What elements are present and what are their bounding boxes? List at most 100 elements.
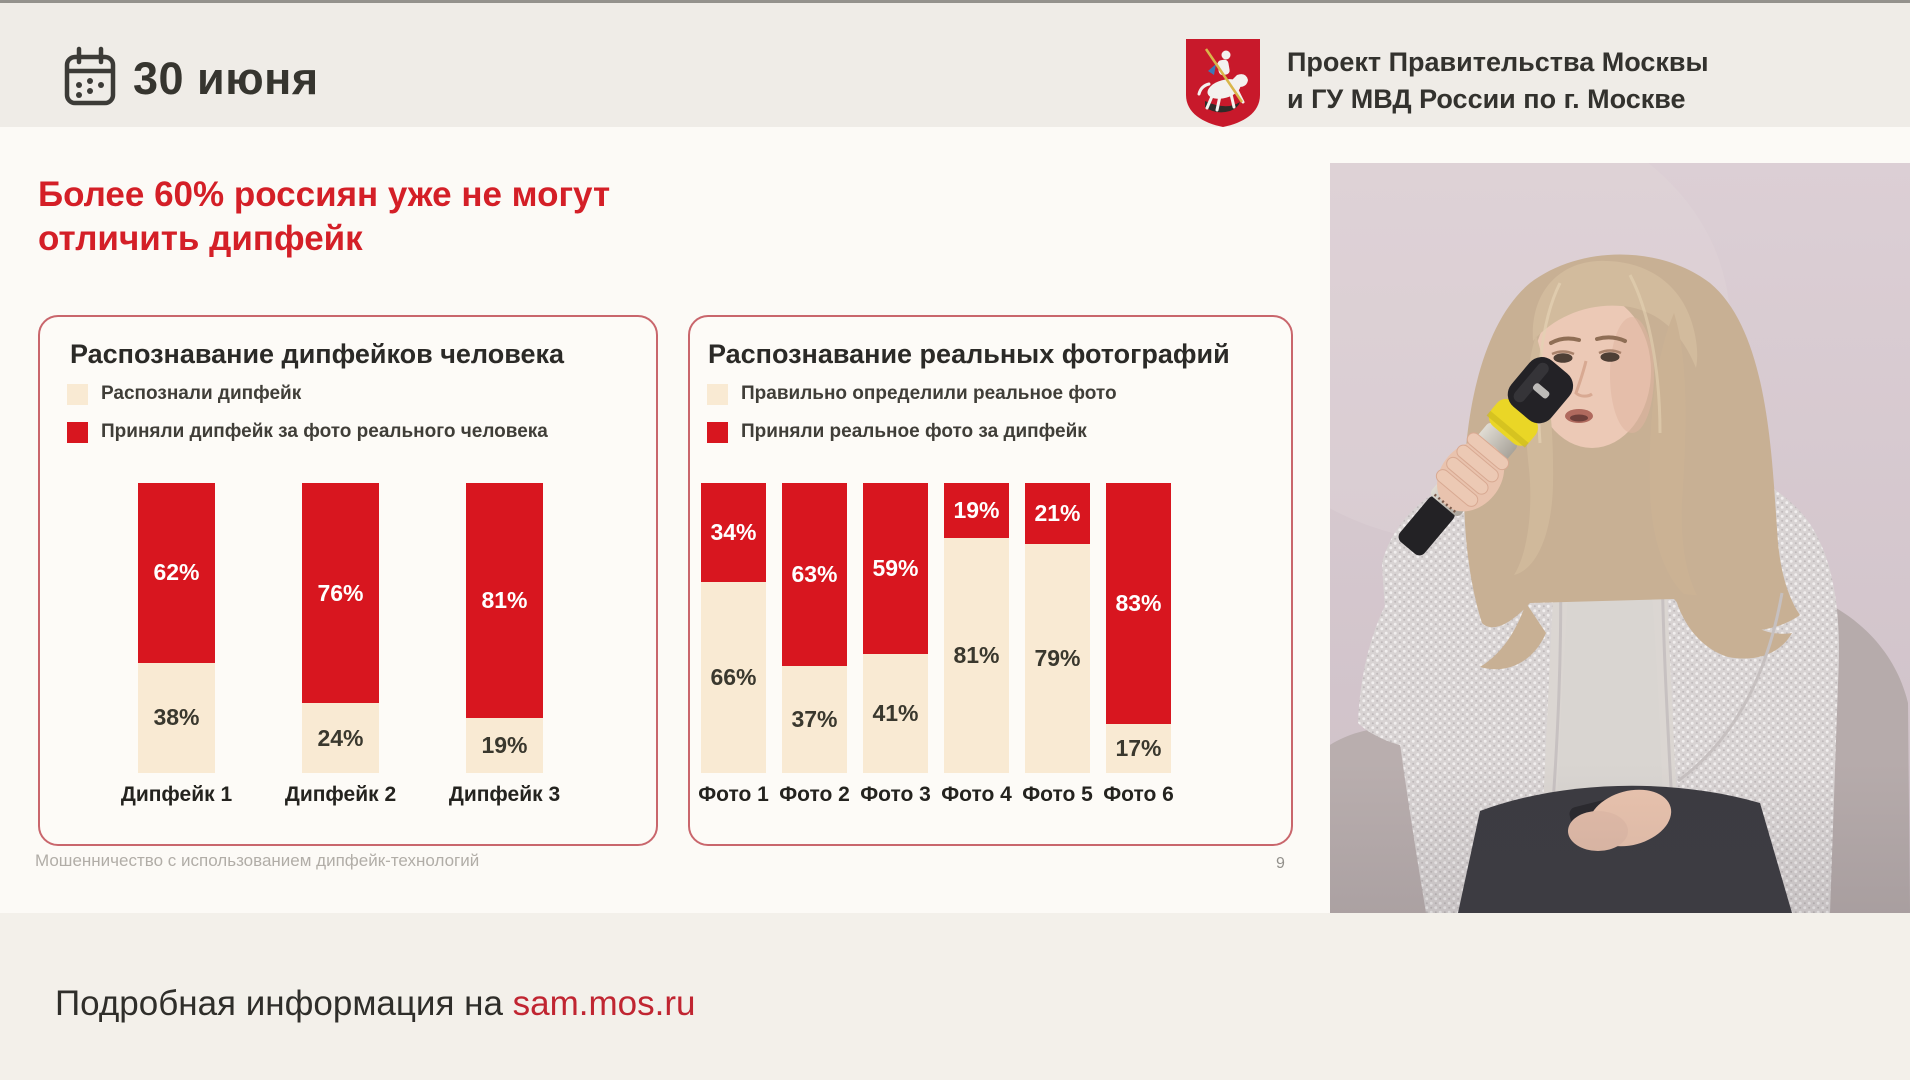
stacked-bar: 76% 24% (302, 483, 379, 773)
footer-text: Подробная информация на (55, 984, 513, 1023)
moscow-coat-of-arms-icon (1186, 39, 1260, 127)
category-label: Фото 6 (1103, 783, 1174, 806)
bar-segment-red: 59% (863, 483, 928, 655)
bar-value-label: 19% (481, 731, 528, 758)
category-labels: Фото 1 Фото 2 Фото 3 Фото 4 Фото 5 Фото 6 (698, 783, 1174, 807)
cream-legend-swatch (67, 383, 88, 405)
bar-segment-cream: 81% (944, 538, 1009, 773)
bar-value-label: 34% (710, 518, 757, 545)
bar-value-label: 81% (481, 586, 528, 613)
bar-segment-red: 63% (782, 483, 847, 666)
eyebrow-right (1595, 335, 1627, 343)
stacked-bar: 21% 79% (1025, 483, 1090, 773)
bar-value-label: 38% (153, 704, 200, 731)
bar-segment-red: 83% (1106, 483, 1171, 724)
legend-label: Распознали дипфейк (101, 383, 302, 404)
chart-title: Распознавание реальных фотографий (708, 339, 1230, 369)
project-caption: Проект Правительства Москвы и ГУ МВД Рос… (1287, 44, 1709, 118)
bar-segment-red: 34% (701, 483, 766, 582)
legend-item: Правильно определили реальное фото (707, 383, 1117, 405)
stacked-bar: 83% 17% (1106, 483, 1171, 773)
chart-panel-deepfake-recognition: Распознавание дипфейков человека Распозн… (38, 315, 658, 846)
header-bar: 30 июня Проект Правительства Москвы и ГУ… (0, 3, 1910, 127)
chart-legend: Распознали дипфейк Приняли дипфейк за фот… (67, 383, 548, 459)
bar-segment-cream: 38% (138, 662, 215, 773)
stacked-bar: 34% 66% (701, 483, 766, 773)
stacked-bar: 19% 81% (944, 483, 1009, 773)
face (1533, 294, 1654, 448)
slide-title: Более 60% россиян уже не могут отличить … (38, 173, 610, 261)
category-label: Фото 1 (698, 783, 769, 806)
bar-segment-cream: 24% (302, 703, 379, 773)
bar-segment-red: 62% (138, 483, 215, 663)
footer-link: sam.mos.ru (512, 984, 696, 1023)
category-label: Фото 2 (779, 783, 850, 806)
project-caption-line1: Проект Правительства Москвы (1287, 47, 1709, 77)
hand-holding-mic (1433, 432, 1510, 514)
legend-label: Приняли реальное фото за дипфейк (741, 421, 1087, 442)
bar-segment-red: 21% (1025, 483, 1090, 544)
legend-label: Правильно определили реальное фото (741, 383, 1117, 404)
page-number: 9 (1276, 855, 1285, 872)
bar-value-label: 59% (872, 555, 919, 582)
speaker-photo (1330, 163, 1910, 913)
bar-segment-cream: 79% (1025, 543, 1090, 773)
bars: 34% 66% 63% 37% 59% 41% 19% 81% 21% 79% 83% 17% (701, 483, 1171, 773)
legend-item: Приняли реальное фото за дипфейк (707, 421, 1117, 443)
legend-label: Приняли дипфейк за фото реального челове… (101, 421, 548, 442)
bar-segment-cream: 37% (782, 665, 847, 773)
bar-segment-cream: 17% (1106, 723, 1171, 773)
bars: 62% 38% 76% 24% 81% 19% (138, 483, 543, 773)
eyebrow-left (1549, 336, 1581, 345)
bar-value-label: 24% (317, 724, 364, 751)
category-label: Дипфейк 1 (120, 783, 233, 806)
hair-fringe (1532, 260, 1698, 368)
date-label: 30 июня (133, 53, 319, 104)
category-label: Фото 3 (860, 783, 931, 806)
stacked-bar: 62% 38% (138, 483, 215, 773)
bar-value-label: 81% (953, 642, 1000, 669)
bar-segment-red: 76% (302, 483, 379, 704)
jacket-sleeve (1358, 568, 1455, 748)
bar-value-label: 17% (1115, 734, 1162, 761)
eye-right (1600, 352, 1620, 362)
category-label: Фото 5 (1022, 783, 1093, 806)
bar-value-label: 83% (1115, 589, 1162, 616)
stacked-bar: 59% 41% (863, 483, 928, 773)
bar-value-label: 41% (872, 700, 919, 727)
legend-item: Приняли дипфейк за фото реального челове… (67, 421, 548, 443)
slide-title-line2: отличить дипфейк (38, 219, 363, 258)
bar-value-label: 37% (791, 705, 838, 732)
project-caption-line2: и ГУ МВД России по г. Москве (1287, 84, 1686, 114)
eye-left (1553, 353, 1573, 363)
bar-value-label: 76% (317, 579, 364, 606)
chart-title: Распознавание дипфейков человека (70, 339, 565, 369)
slide-footnote: Мошенничество с использованием дипфейк-т… (35, 851, 480, 870)
bar-value-label: 62% (153, 559, 200, 586)
bar-segment-cream: 41% (863, 654, 928, 773)
microphone-yellow-ring (1488, 398, 1538, 446)
accent_red-legend-swatch (707, 421, 728, 443)
bar-value-label: 66% (710, 663, 757, 690)
legend-item: Распознали дипфейк (67, 383, 548, 405)
speaker-photo-illustration (1330, 163, 1910, 913)
cream-legend-swatch (707, 383, 728, 405)
stacked-bar: 63% 37% (782, 483, 847, 773)
slide-title-line1: Более 60% россиян уже не могут (38, 175, 611, 214)
category-label: Дипфейк 2 (284, 783, 397, 806)
bar-segment-cream: 19% (466, 717, 543, 773)
top-border-line (0, 0, 1910, 3)
nose (1574, 360, 1593, 398)
calendar-icon (64, 46, 116, 106)
bar-value-label: 79% (1034, 644, 1081, 671)
chart-panel-real-photos: Распознавание реальных фотографий Правил… (688, 315, 1293, 846)
bar-segment-red: 19% (944, 483, 1009, 539)
category-label: Фото 4 (941, 783, 1012, 806)
bar-segment-red: 81% (466, 483, 543, 718)
accent_red-legend-swatch (67, 421, 88, 443)
stacked-bar: 81% 19% (466, 483, 543, 773)
bar-segment-cream: 66% (701, 581, 766, 773)
chart-legend: Правильно определили реальное фото Принял… (707, 383, 1117, 459)
bar-value-label: 19% (953, 497, 1000, 524)
